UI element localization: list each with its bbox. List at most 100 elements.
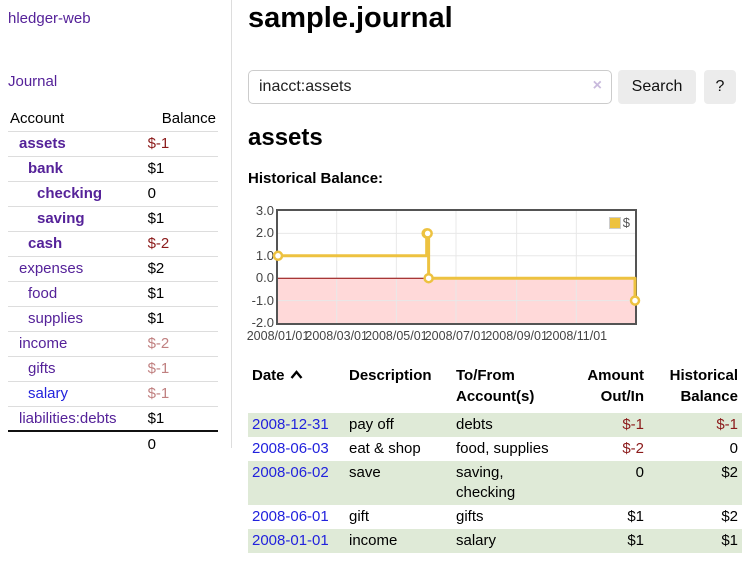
- accounts-table-header-row: Account Balance: [8, 106, 218, 132]
- accounts-balance-table: Account Balance assets $-1 bank $1 checking 0…: [8, 106, 218, 456]
- account-name-cell: salary: [8, 381, 146, 407]
- date-column-header-label: Date: [252, 367, 285, 384]
- search-button[interactable]: Search: [618, 70, 696, 104]
- account-balance: $-2: [145, 331, 218, 357]
- transaction-date-link[interactable]: 2008-06-02: [252, 464, 329, 481]
- transaction-description: pay off: [349, 416, 394, 433]
- y-axis-tick-label: 0.0: [255, 270, 274, 286]
- account-link-food[interactable]: food: [28, 285, 58, 302]
- transaction-date-link[interactable]: 2008-01-01: [252, 532, 329, 549]
- account-name-cell: cash: [8, 231, 146, 257]
- accounts-total-row: 0: [8, 430, 218, 456]
- app-title-link[interactable]: hledger-web: [8, 10, 91, 27]
- account-row: gifts $-1: [8, 356, 218, 382]
- account-balance: $1: [145, 156, 218, 182]
- transaction-date-link[interactable]: 2008-12-31: [252, 416, 329, 433]
- data-point-marker: [629, 295, 641, 306]
- y-axis-labels: 3.0 2.0 1.0 0.0 -1.0 -2.0: [248, 203, 274, 330]
- account-link-salary[interactable]: salary: [28, 385, 69, 402]
- account-link-saving[interactable]: saving: [37, 210, 85, 227]
- transaction-row[interactable]: 2008-06-02 save saving, checking 0 $2: [248, 461, 742, 505]
- x-axis-tick-label: 2008/05/01: [365, 329, 428, 343]
- sort-ascending-icon: [290, 370, 302, 379]
- description-column-header: Description: [349, 367, 432, 384]
- transaction-date-link[interactable]: 2008-06-01: [252, 508, 329, 525]
- account-row: bank $1: [8, 156, 218, 182]
- account-name-cell: saving: [8, 206, 146, 232]
- legend-series-label: $: [622, 215, 630, 230]
- transaction-accounts: gifts: [456, 508, 484, 525]
- chart-legend: $: [606, 214, 632, 231]
- transaction-date-cell: 2008-01-01: [248, 529, 345, 553]
- transaction-date-cell: 2008-06-02: [248, 461, 345, 505]
- transaction-date-cell: 2008-12-31: [248, 413, 345, 437]
- x-axis-tick-label: 2008/09/01: [485, 329, 548, 343]
- register-header-row: Date Description To/From Account(s) Amou…: [248, 363, 742, 413]
- account-link-bank[interactable]: bank: [28, 160, 64, 177]
- transaction-row[interactable]: 2008-12-31 pay off debts $-1 $-1: [248, 413, 742, 437]
- transaction-balance: $2: [721, 508, 738, 525]
- account-name-cell: liabilities:debts: [8, 406, 146, 432]
- account-link-cash[interactable]: cash: [28, 235, 63, 252]
- y-axis-tick-label: -1.0: [251, 292, 274, 308]
- account-name-cell: expenses: [8, 256, 146, 282]
- account-link-income[interactable]: income: [19, 335, 68, 352]
- historical-balance-chart: 3.0 2.0 1.0 0.0 -1.0 -2.0 $ 2008/01/01 2008/03…: [247, 203, 742, 351]
- chart-plot-area: $: [272, 209, 641, 325]
- y-axis-tick-label: 2.0: [255, 225, 274, 241]
- transaction-balance: $1: [721, 532, 738, 549]
- transaction-description: gift: [349, 508, 370, 525]
- data-point-marker: [272, 250, 284, 262]
- account-row: expenses $2: [8, 256, 218, 282]
- sidebar-item-journal[interactable]: Journal: [8, 73, 58, 90]
- clear-search-icon[interactable]: ×: [592, 77, 602, 94]
- search-bar: × Search ?: [248, 70, 742, 104]
- account-balance: $-1: [145, 131, 218, 157]
- main-content: sample.journal × Search ? assets Histori…: [247, 0, 742, 582]
- account-name-cell: bank: [8, 156, 146, 182]
- transaction-row[interactable]: 2008-01-01 income salary $1 $1: [248, 529, 742, 553]
- y-axis-tick-label: 1.0: [255, 247, 274, 263]
- y-axis-tick-label: 3.0: [255, 203, 274, 218]
- transaction-balance: 0: [729, 440, 738, 457]
- transaction-row[interactable]: 2008-06-03 eat & shop food, supplies $-2 0: [248, 437, 742, 461]
- account-row: liabilities:debts $1: [8, 406, 218, 432]
- transaction-amount: 0: [635, 464, 644, 481]
- x-axis-tick-label: 2008/01/01: [246, 329, 310, 343]
- account-name-cell: assets: [8, 131, 146, 157]
- transaction-balance: $2: [721, 464, 738, 481]
- legend-swatch-icon: [608, 216, 621, 229]
- account-row: food $1: [8, 281, 218, 307]
- transaction-row[interactable]: 2008-06-01 gift gifts $1 $2: [248, 505, 742, 529]
- account-row: supplies $1: [8, 306, 218, 332]
- page-title: sample.journal: [248, 2, 453, 34]
- register-table: Date Description To/From Account(s) Amou…: [248, 363, 742, 553]
- date-column-header[interactable]: Date: [248, 363, 345, 413]
- transaction-amount: $1: [627, 508, 644, 525]
- account-name-cell: supplies: [8, 306, 146, 332]
- balance-column-header: Balance: [145, 106, 218, 132]
- account-link-checking[interactable]: checking: [37, 185, 103, 202]
- account-link-gifts[interactable]: gifts: [28, 360, 56, 377]
- accounts-total-spacer: [8, 430, 146, 456]
- account-balance: 0: [145, 181, 218, 207]
- account-link-liabilities-debts[interactable]: liabilities:debts: [19, 409, 117, 427]
- account-balance: $2: [145, 256, 218, 282]
- amount-column-header: Amount Out/In: [587, 367, 644, 405]
- account-link-assets[interactable]: assets: [19, 135, 66, 152]
- account-name-cell: food: [8, 281, 146, 307]
- transaction-accounts: saving, checking: [456, 464, 516, 501]
- account-heading: assets: [248, 124, 323, 151]
- account-link-expenses[interactable]: expenses: [19, 260, 84, 277]
- transaction-accounts: food, supplies: [456, 440, 549, 457]
- search-input[interactable]: [248, 70, 612, 104]
- transaction-description: save: [349, 464, 381, 481]
- transaction-accounts: salary: [456, 532, 497, 549]
- x-axis-tick-label: 2008/03/01: [305, 329, 368, 343]
- account-link-supplies[interactable]: supplies: [28, 310, 84, 327]
- x-axis-tick-label: 2008/11/01: [545, 329, 608, 343]
- x-axis-tick-label: 2008/07/01: [424, 329, 488, 343]
- transaction-date-link[interactable]: 2008-06-03: [252, 440, 329, 457]
- x-axis-labels: 2008/01/01 2008/03/01 2008/05/01 2008/07/01…: [247, 329, 635, 345]
- search-help-button[interactable]: ?: [704, 70, 736, 104]
